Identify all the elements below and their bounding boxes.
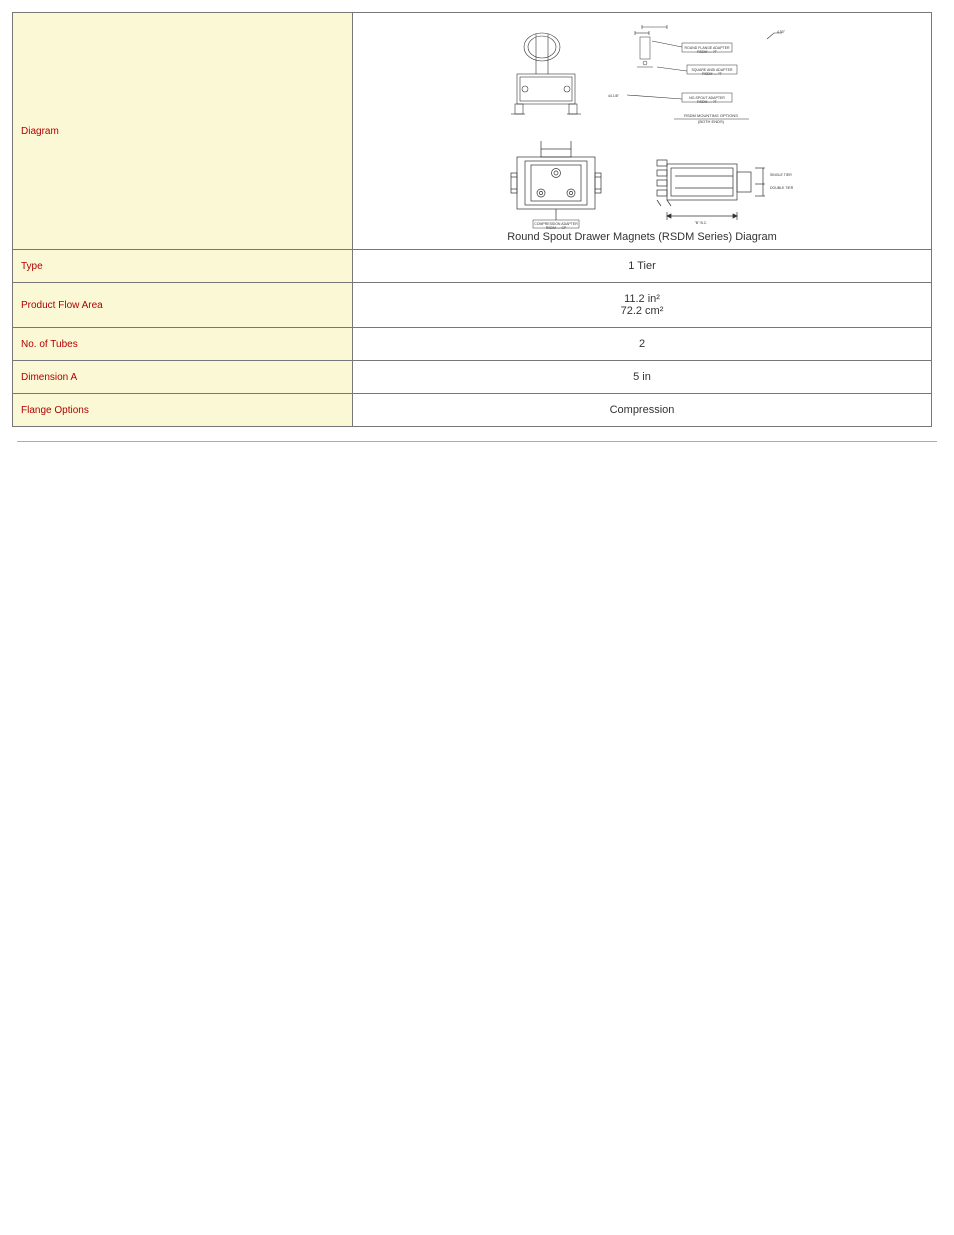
table-row: Product Flow Area 11.2 in² 72.2 cm² [13,283,932,328]
svg-text:RSDM — CP: RSDM — CP [546,226,567,229]
table-row: No. of Tubes 2 [13,328,932,361]
section-divider [17,441,937,442]
row-label-tubes: No. of Tubes [13,328,353,361]
diagram-cell: ROUND FLANGE ADAPTER RSDM — ?T SQUARE AN… [353,13,932,250]
svg-text:RSDM — ?T: RSDM — ?T [697,100,718,104]
table-row: Dimension A 5 in [13,361,932,394]
row-label-diagram: Diagram [13,13,353,250]
row-value-type: 1 Tier [353,250,932,283]
row-value-flow: 11.2 in² 72.2 cm² [353,283,932,328]
svg-text:(BOTH ENDS): (BOTH ENDS) [698,119,725,124]
row-label-flow: Product Flow Area [13,283,353,328]
svg-text:44.1/8": 44.1/8" [608,94,620,98]
flow-in: 11.2 in² [624,293,660,305]
diagram-caption: Round Spout Drawer Magnets (RSDM Series)… [359,231,925,243]
row-value-flange: Compression [353,394,932,427]
table-row: Flange Options Compression [13,394,932,427]
row-value-dimA: 5 in [353,361,932,394]
row-label-dimA: Dimension A [13,361,353,394]
svg-text:RSDM — ?T: RSDM — ?T [702,72,723,76]
svg-text:RSDM — ?T: RSDM — ?T [697,50,718,54]
svg-text:DOUBLE TIER: DOUBLE TIER [770,186,794,190]
table-row: Diagram [13,13,932,250]
svg-text:RSDM MOUNTING OPTIONS: RSDM MOUNTING OPTIONS [684,113,738,118]
row-label-type: Type [13,250,353,283]
flow-cm: 72.2 cm² [621,305,664,317]
svg-text:4.50": 4.50" [777,30,786,34]
row-value-tubes: 2 [353,328,932,361]
svg-text:"B" B.C.: "B" B.C. [695,221,708,225]
row-label-flange: Flange Options [13,394,353,427]
schematic-diagram: ROUND FLANGE ADAPTER RSDM — ?T SQUARE AN… [487,19,797,229]
table-row: Type 1 Tier [13,250,932,283]
spec-table: Diagram [12,12,932,427]
svg-text:SINGLE TIER: SINGLE TIER [770,173,792,177]
